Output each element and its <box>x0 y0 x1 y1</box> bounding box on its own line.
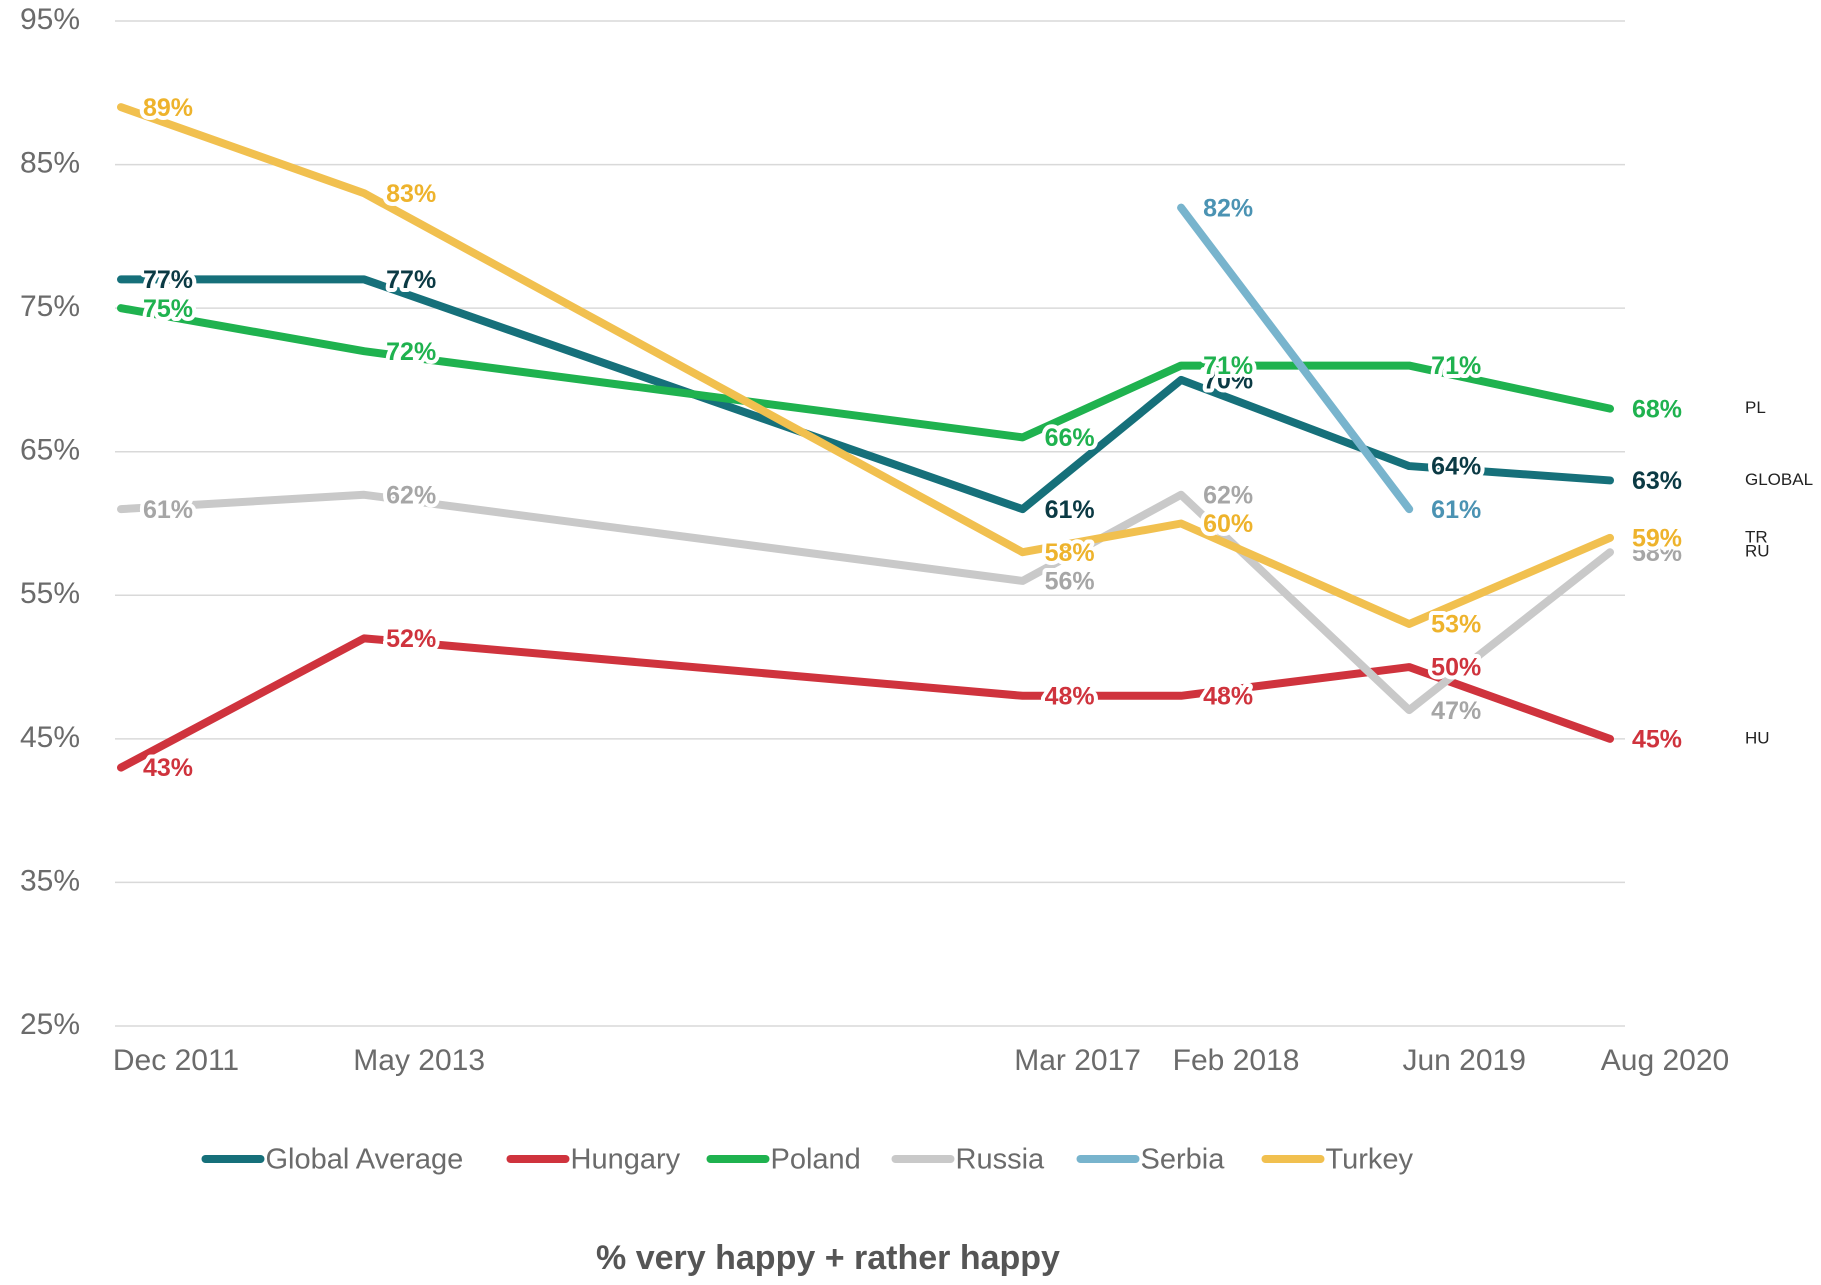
line <box>1177 203 1414 514</box>
data-label: 58% <box>1045 539 1095 567</box>
data-label: 71% <box>1203 352 1253 380</box>
data-label: 48% <box>1045 682 1095 710</box>
data-label: 66% <box>1045 424 1095 452</box>
legend-label: Russia <box>956 1144 1046 1176</box>
data-label: 68% <box>1632 395 1682 423</box>
series-tag: HU <box>1745 728 1770 747</box>
legend-label: Hungary <box>571 1144 681 1176</box>
line <box>117 634 1614 772</box>
x-tick-label: Mar 2017 <box>1014 1044 1141 1077</box>
x-tick-label: May 2013 <box>353 1044 485 1077</box>
data-label: 83% <box>386 180 436 208</box>
data-label: 71% <box>1431 352 1481 380</box>
y-tick-label: 75% <box>20 290 80 323</box>
data-label: 43% <box>143 754 193 782</box>
data-label: 89% <box>143 94 193 122</box>
data-label: 62% <box>386 481 436 509</box>
y-tick-label: 55% <box>20 577 80 610</box>
data-label: 72% <box>386 338 436 366</box>
legend-label: Turkey <box>1326 1144 1414 1176</box>
data-label: 77% <box>143 266 193 294</box>
x-tick-label: Feb 2018 <box>1173 1044 1300 1077</box>
y-tick-label: 45% <box>20 721 80 754</box>
data-label: 53% <box>1431 611 1481 639</box>
line <box>117 304 1614 442</box>
series-tag: RU <box>1745 542 1770 561</box>
chart-title: % very happy + rather happy <box>596 1239 1060 1277</box>
data-label: 50% <box>1431 654 1481 682</box>
data-label: 82% <box>1203 194 1253 222</box>
data-label: 64% <box>1431 453 1481 481</box>
data-label: 61% <box>1045 496 1095 524</box>
y-tick-label: 65% <box>20 434 80 467</box>
series-tag: GLOBAL <box>1745 470 1813 489</box>
line <box>117 103 1614 628</box>
data-label: 52% <box>386 625 436 653</box>
legend-label: Poland <box>771 1144 861 1176</box>
data-label: 61% <box>1431 496 1481 524</box>
legend-label: Global Average <box>266 1144 464 1176</box>
x-tick-label: Jun 2019 <box>1402 1044 1525 1077</box>
x-tick-label: Dec 2011 <box>113 1044 239 1077</box>
data-label: 63% <box>1632 467 1682 495</box>
data-label: 59% <box>1632 524 1682 552</box>
series-tag: PL <box>1745 398 1766 417</box>
y-tick-label: 85% <box>20 146 80 179</box>
y-tick-label: 35% <box>20 864 80 897</box>
series-tag: TR <box>1745 527 1768 546</box>
data-label: 77% <box>386 266 436 294</box>
y-tick-label: 25% <box>20 1008 80 1041</box>
data-label: 75% <box>143 295 193 323</box>
x-tick-label: Aug 2020 <box>1601 1044 1729 1077</box>
line <box>117 275 1614 514</box>
data-label: 70% <box>1203 367 1253 395</box>
data-label: 47% <box>1431 697 1481 725</box>
data-label: 60% <box>1203 510 1253 538</box>
y-tick-label: 95% <box>20 3 80 36</box>
legend-label: Serbia <box>1141 1144 1226 1176</box>
data-label: 62% <box>1203 481 1253 509</box>
data-label: 45% <box>1632 725 1682 753</box>
data-label: 56% <box>1045 568 1095 596</box>
data-label: 48% <box>1203 682 1253 710</box>
data-label: 58% <box>1632 539 1682 567</box>
data-label: 61% <box>143 496 193 524</box>
line <box>117 490 1614 715</box>
